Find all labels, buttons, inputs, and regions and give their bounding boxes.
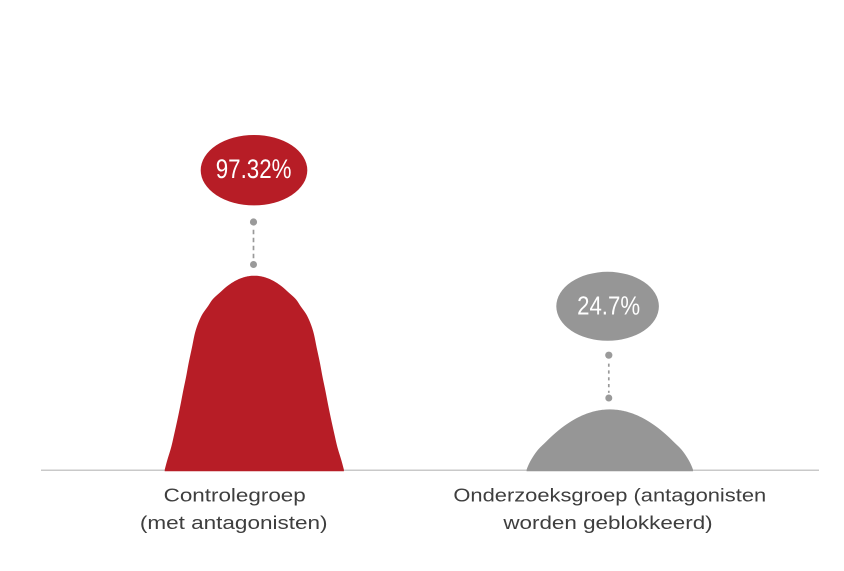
svg-text:worden geblokkeerd): worden geblokkeerd) [502, 512, 712, 533]
svg-text:97.32%: 97.32% [216, 154, 292, 184]
svg-text:(met antagonisten): (met antagonisten) [140, 512, 328, 533]
svg-text:Controlegroep: Controlegroep [164, 485, 306, 506]
svg-text:Onderzoeksgroep (antagonisten: Onderzoeksgroep (antagonisten [453, 485, 766, 506]
svg-text:24.7%: 24.7% [577, 291, 640, 321]
